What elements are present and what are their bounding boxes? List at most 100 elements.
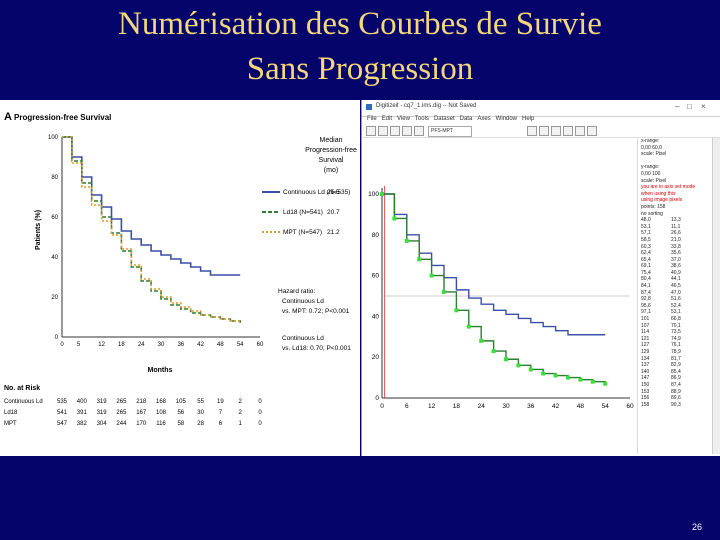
point-row[interactable]: 97,1 53,1	[641, 309, 681, 316]
menu-axes[interactable]: Axes	[477, 116, 491, 122]
digitized-point[interactable]	[590, 379, 595, 384]
point-row[interactable]: 75,4 40,9	[641, 269, 681, 276]
digitized-point[interactable]	[528, 367, 533, 372]
digitized-point[interactable]	[392, 216, 397, 221]
point-row[interactable]: 57,1 26,6	[641, 230, 681, 237]
menu-dataset[interactable]: Dataset	[433, 116, 455, 122]
point-row[interactable]: 127 76,1	[641, 342, 681, 349]
risk-cell: 382	[77, 421, 88, 427]
digitized-point[interactable]	[541, 371, 546, 376]
digitized-point[interactable]	[504, 357, 508, 362]
x-tick-label: 60	[257, 342, 264, 348]
digitized-point[interactable]	[417, 257, 422, 262]
menu-tools[interactable]: Tools	[414, 116, 429, 122]
point-row[interactable]: 65,4 37,0	[641, 256, 681, 263]
point-row[interactable]: 140 85,4	[641, 368, 681, 375]
close-button[interactable]: ×	[701, 102, 706, 111]
new-file-icon[interactable]	[366, 126, 376, 136]
side-warning-line: you are in axis set mode	[641, 184, 696, 191]
risk-cell: 2	[239, 410, 243, 416]
risk-row-label: Ld18	[4, 410, 18, 416]
point-row[interactable]: 134 81,7	[641, 355, 681, 362]
legend-median-value: 20.7	[327, 209, 340, 216]
digitized-point[interactable]	[454, 308, 459, 313]
digitized-point[interactable]	[429, 273, 434, 278]
digitizer-y-tick: 80	[372, 232, 380, 239]
point-row[interactable]: 114 73,5	[641, 329, 681, 336]
digitized-point[interactable]	[603, 381, 608, 386]
redo-icon[interactable]	[414, 126, 424, 136]
digitized-point[interactable]	[491, 349, 496, 354]
point-row[interactable]: 92,8 51,6	[641, 296, 681, 303]
dataset-select[interactable]: PFS-MPT	[428, 126, 472, 137]
digitized-point[interactable]	[442, 289, 446, 294]
grid-icon[interactable]	[551, 126, 561, 136]
point-row[interactable]: 62,4 35,6	[641, 250, 681, 257]
digitized-point[interactable]	[404, 238, 409, 243]
risk-cell: 391	[77, 410, 88, 416]
cursor-icon[interactable]	[575, 126, 585, 136]
point-row[interactable]: 69,1 38,6	[641, 263, 681, 270]
point-row[interactable]: 147 86,9	[641, 375, 681, 382]
point-row[interactable]: 84,1 46,5	[641, 283, 681, 290]
x-tick-label: 48	[217, 342, 224, 348]
move-icon[interactable]	[563, 126, 573, 136]
point-row[interactable]: 60,3 33,8	[641, 243, 681, 250]
maximize-button[interactable]: □	[687, 102, 692, 111]
point-row[interactable]: 107 70,1	[641, 322, 681, 329]
page-number: 26	[691, 522, 702, 532]
point-row[interactable]: 48,0 13,3	[641, 217, 681, 224]
side-info-line: y-range:	[641, 164, 660, 171]
risk-row-label: MPT	[4, 421, 17, 427]
point-row[interactable]: 150 87,4	[641, 381, 681, 388]
point-row[interactable]: 158 90,3	[641, 401, 681, 408]
point-row[interactable]: 121 74,9	[641, 335, 681, 342]
risk-cell: 319	[97, 410, 108, 416]
digitized-point[interactable]	[479, 338, 484, 343]
point-row[interactable]: 129 78,9	[641, 349, 681, 355]
menu-help[interactable]: Help	[522, 116, 535, 122]
point-row[interactable]: 80,4 44,1	[641, 276, 681, 283]
digitized-point[interactable]	[566, 375, 570, 380]
open-file-icon[interactable]	[378, 126, 388, 136]
digitized-image-canvas[interactable]: 100 80 60 40 20 00 6 12 18 24 30 36 42 48 54 60	[362, 138, 634, 454]
menu-file[interactable]: File	[367, 116, 377, 122]
digitizer-window: Digitizeit - cq7_1.ims.dig -- Not Saved …	[361, 100, 720, 456]
point-row[interactable]: 156 89,6	[641, 395, 681, 402]
digitized-point[interactable]	[380, 192, 384, 196]
undo-icon[interactable]	[402, 126, 412, 136]
y-tick-label: 100	[48, 135, 59, 141]
x-tick-label: 0	[60, 342, 64, 348]
menu-data[interactable]: Data	[459, 116, 473, 122]
point-icon[interactable]	[587, 126, 597, 136]
point-row[interactable]: 95,6 52,4	[641, 302, 681, 309]
side-panel-scrollbar[interactable]	[712, 138, 720, 454]
minimize-button[interactable]: –	[675, 102, 680, 111]
menu-window[interactable]: Window	[495, 116, 517, 122]
risk-cell: 58	[177, 421, 184, 427]
zoom-in-icon[interactable]	[527, 126, 537, 136]
digitizer-y-tick: 40	[372, 313, 380, 320]
digitized-point[interactable]	[578, 377, 583, 382]
x-tick-label: 18	[118, 342, 125, 348]
point-row[interactable]: 58,5 21,0	[641, 236, 681, 243]
menu-view[interactable]: View	[397, 116, 410, 122]
digitizer-x-tick: 24	[478, 403, 486, 410]
point-row[interactable]: 137 82,9	[641, 362, 681, 369]
digitized-point[interactable]	[516, 363, 521, 368]
digitized-point[interactable]	[466, 324, 471, 329]
panel-label: A	[4, 111, 12, 123]
digitizer-x-tick: 36	[527, 403, 535, 410]
digitized-point[interactable]	[553, 373, 558, 378]
menu-edit[interactable]: Edit	[381, 116, 393, 122]
side-info-line: scale: Pixel	[641, 177, 667, 184]
side-info-line: 0,00 100	[641, 170, 661, 177]
hazard2-line2: vs. Ld18: 0.70; P<0.001	[282, 345, 351, 352]
point-row[interactable]: 101 66,8	[641, 316, 681, 323]
zoom-out-icon[interactable]	[539, 126, 549, 136]
save-icon[interactable]	[390, 126, 400, 136]
points-sort: no sorting	[641, 210, 663, 217]
point-row[interactable]: 53,1 11,1	[641, 223, 681, 230]
point-row[interactable]: 87,4 47,0	[641, 289, 681, 296]
point-row[interactable]: 153 88,9	[641, 388, 681, 395]
